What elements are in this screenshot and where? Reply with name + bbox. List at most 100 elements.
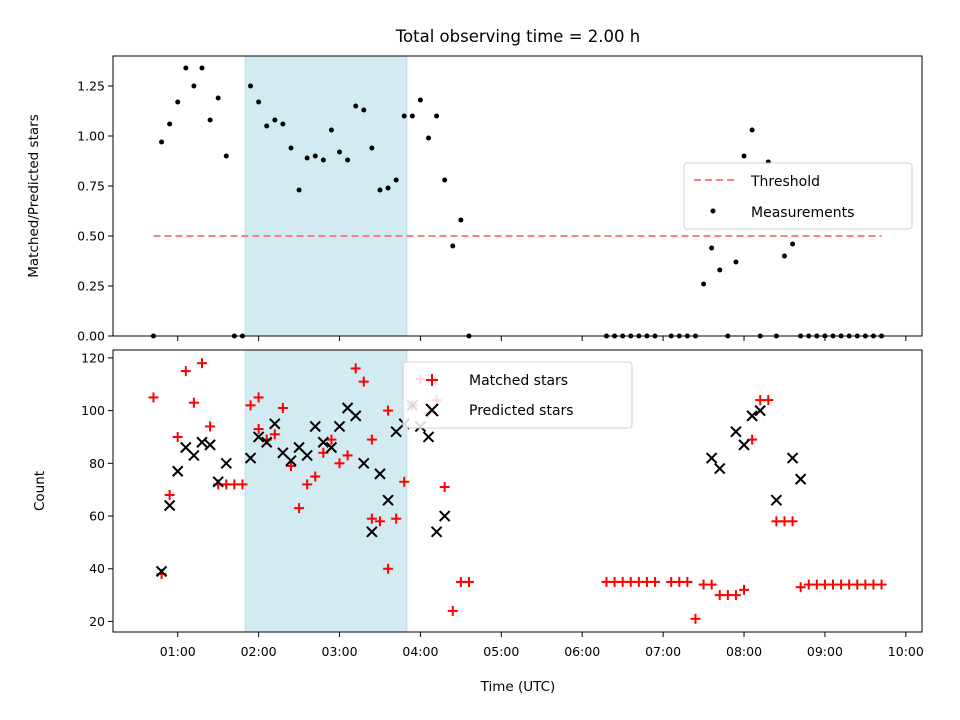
measurement-point (733, 259, 739, 265)
matched-star-point (180, 366, 191, 377)
measurement-point (167, 121, 173, 127)
measurement-point (781, 253, 787, 259)
matched-star-point (172, 431, 183, 442)
measurement-point (450, 243, 456, 249)
legend-threshold-label: Threshold (750, 174, 820, 190)
matched-star-point (196, 358, 207, 369)
predicted-star-point (738, 439, 750, 451)
top-y-tick-label: 0.25 (77, 279, 105, 294)
matched-star-point (302, 479, 313, 490)
measurement-point (377, 187, 383, 193)
top-y-tick-label: 0.50 (77, 229, 105, 244)
matched-star-point (706, 579, 717, 590)
matched-star-point (164, 489, 175, 500)
matched-star-point (366, 434, 377, 445)
top-legend-box (683, 162, 913, 230)
top-y-tick-label: 1.00 (77, 129, 105, 144)
measurement-point (320, 157, 326, 163)
bottom-axes-frame (112, 349, 923, 633)
predicted-star-point (188, 449, 200, 462)
measurement-point (256, 99, 262, 105)
matched-star-point (383, 405, 394, 416)
x-tick-label: 06:00 (564, 644, 600, 659)
measurement-point (328, 127, 334, 133)
matched-star-point (439, 482, 450, 493)
legend-predicted-label: Predicted stars (469, 403, 574, 419)
measurement-point (790, 241, 796, 247)
predicted-star-point (252, 431, 265, 443)
measurement-point (288, 145, 294, 151)
matched-star-point (787, 516, 798, 527)
legend-measurements-swatch (710, 208, 716, 214)
predicted-star-point (786, 452, 799, 464)
matched-star-point (253, 424, 264, 435)
predicted-star-point (317, 436, 330, 448)
predicted-star-point (204, 439, 216, 451)
predicted-star-point (438, 510, 451, 522)
bottom-y-axis-label: Count (32, 471, 48, 511)
predicted-star-point (309, 420, 321, 433)
bottom-legend-box (402, 361, 633, 429)
matched-star-point (730, 590, 741, 601)
measurement-point (434, 113, 440, 119)
predicted-star-point (422, 431, 435, 443)
measurement-point (385, 185, 391, 191)
predicted-star-point (746, 410, 758, 422)
bottom-y-tick-label: 120 (81, 350, 105, 365)
matched-star-point (399, 476, 410, 487)
predicted-star-point (163, 499, 176, 512)
predicted-star-point (366, 526, 378, 538)
predicted-star-point (770, 494, 783, 506)
x-tick-label: 10:00 (888, 644, 924, 659)
measurement-point (409, 113, 415, 119)
x-tick-label: 05:00 (483, 644, 519, 659)
measurement-point (417, 97, 423, 103)
matched-star-point (277, 402, 288, 413)
legend-predicted-swatch (425, 403, 439, 417)
predicted-star-point (374, 468, 386, 480)
predicted-star-point (730, 425, 742, 438)
measurement-point (741, 153, 747, 159)
measurement-point (215, 95, 221, 101)
top-y-tick-label: 1.25 (77, 79, 105, 94)
measurement-point (426, 135, 432, 141)
matched-star-point (350, 363, 361, 374)
matched-star-point (690, 613, 701, 624)
matched-star-point (391, 513, 402, 524)
measurement-point (159, 139, 165, 145)
bottom-y-tick-label: 80 (89, 456, 105, 471)
measurement-point (701, 281, 707, 287)
predicted-star-point (172, 465, 184, 477)
top-y-tick-label: 0.75 (77, 179, 105, 194)
measurement-point (175, 99, 181, 105)
predicted-star-point (754, 404, 766, 417)
x-tick-label: 02:00 (241, 644, 277, 659)
matched-star-point (253, 392, 264, 403)
measurement-point (361, 107, 367, 113)
measurement-point (280, 121, 286, 127)
bottom-legend: Matched stars Predicted stars (402, 361, 633, 429)
matched-star-point (383, 563, 394, 574)
predicted-star-point (794, 473, 807, 485)
measurement-point (207, 117, 213, 123)
matched-star-point (447, 605, 458, 616)
top-axes-frame (112, 55, 923, 337)
matched-star-point (318, 447, 329, 458)
top-legend: Threshold Measurements (683, 162, 913, 230)
measurement-point (345, 157, 351, 163)
measurement-point (401, 113, 407, 119)
measurement-point (709, 245, 715, 251)
measurement-point (183, 65, 189, 71)
x-tick-label: 08:00 (726, 644, 762, 659)
predicted-star-point (155, 565, 168, 578)
predicted-star-point (714, 462, 726, 475)
x-tick-label: 07:00 (645, 644, 681, 659)
bottom-highlight-span (244, 349, 408, 633)
legend-matched-swatch (426, 374, 438, 386)
top-y-axis-label: Matched/Predicted stars (26, 114, 42, 277)
predicted-star-point (220, 457, 232, 470)
measurement-point (393, 177, 399, 183)
predicted-star-point (212, 476, 224, 488)
matched-star-point (237, 479, 248, 490)
